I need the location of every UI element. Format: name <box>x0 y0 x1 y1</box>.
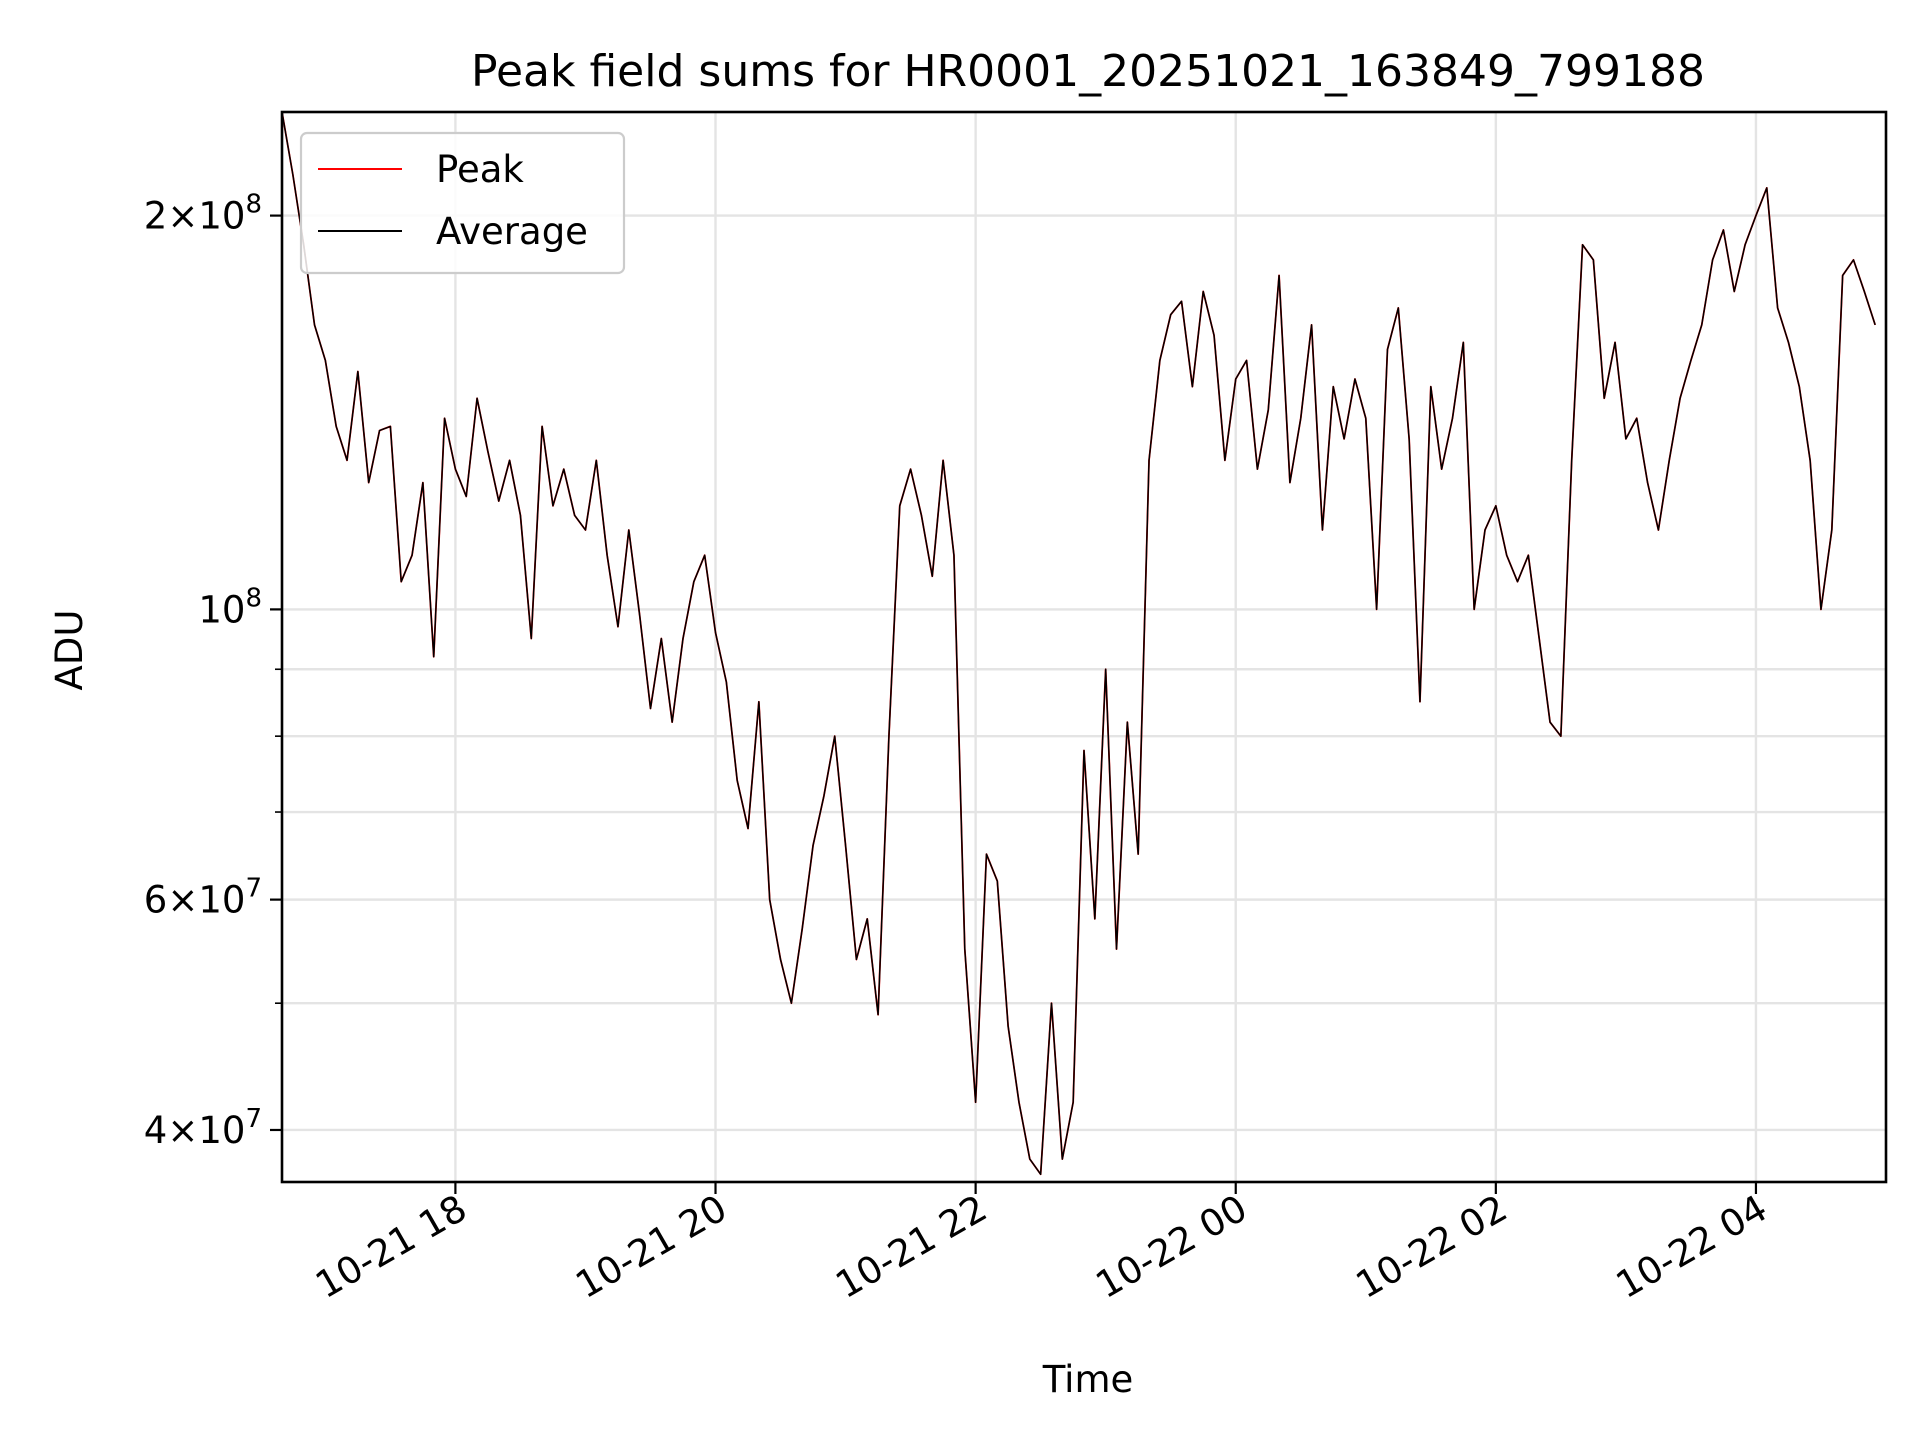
y-tick-mantissa: 6 <box>144 879 168 922</box>
y-tick-exponent: 8 <box>245 190 262 220</box>
y-tick-label: 6×107 <box>144 874 262 922</box>
y-tick-label: 4×107 <box>144 1104 262 1152</box>
legend-label: Peak <box>436 148 524 191</box>
y-tick-base: 10 <box>198 588 245 631</box>
x-tick-label: 10-22 04 <box>1609 1187 1775 1307</box>
y-tick-exponent: 7 <box>245 1104 262 1134</box>
plot-frame <box>280 110 1888 1184</box>
y-tick-base: 10 <box>198 1109 245 1152</box>
y-tick-mantissa: 4 <box>144 1109 168 1152</box>
legend: Peak Average <box>299 131 626 275</box>
x-axis-label: Time <box>1042 1358 1134 1401</box>
x-tick-label: 10-22 02 <box>1349 1187 1515 1307</box>
grid <box>282 112 1886 1182</box>
y-tick-label: 2×108 <box>144 190 262 238</box>
series-lines <box>282 112 1877 1176</box>
y-tick-times: × <box>167 879 198 922</box>
y-tick-exponent: 8 <box>245 583 262 613</box>
y-tick-label: 108 <box>198 583 262 631</box>
x-axis: 10-21 18 10-21 20 10-21 22 10-22 00 10-22 02… <box>308 1182 1774 1307</box>
y-axis-label: ADU <box>48 610 91 691</box>
x-tick-label: 10-21 22 <box>829 1187 995 1307</box>
legend-label: Average <box>436 210 588 253</box>
y-tick-base: 10 <box>198 195 245 238</box>
y-tick-times: × <box>167 195 198 238</box>
y-tick-base: 10 <box>198 879 245 922</box>
x-tick-label: 10-22 00 <box>1089 1187 1255 1307</box>
x-tick-label: 10-21 20 <box>568 1187 734 1307</box>
chart-title: Peak field sums for HR0001_20251021_1638… <box>471 46 1705 97</box>
y-tick-times: × <box>167 1109 198 1152</box>
y-tick-mantissa: 2 <box>144 195 168 238</box>
x-tick-label: 10-21 18 <box>308 1187 474 1307</box>
series-line-average <box>282 112 1876 1176</box>
y-tick-exponent: 7 <box>245 874 262 904</box>
